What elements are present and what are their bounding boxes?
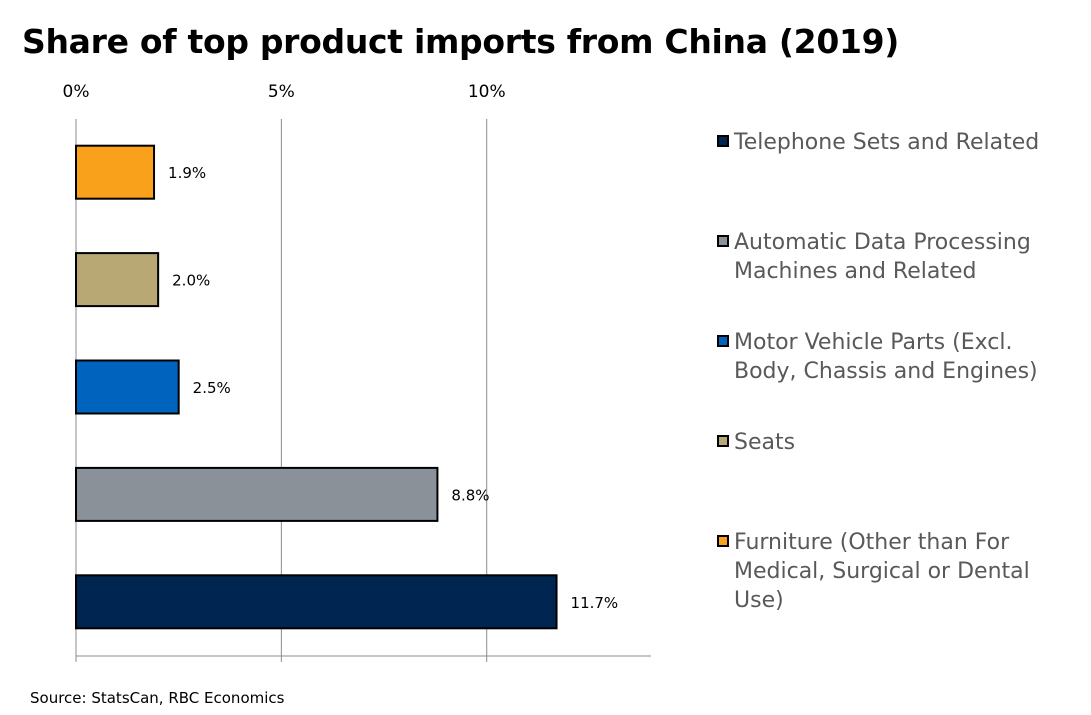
legend-swatch — [717, 235, 729, 247]
bars — [75, 144, 558, 630]
legend-swatch — [717, 335, 729, 347]
x-axis-ticks: 0% 5% 10% — [63, 82, 506, 102]
legend-item-data-processing: Automatic Data Processing Machines and R… — [717, 228, 1064, 286]
data-label: 2.0% — [172, 272, 210, 290]
chart-title: Share of top product imports from China … — [22, 22, 900, 61]
bar — [75, 144, 156, 200]
legend-item-seats: Seats — [717, 428, 1064, 457]
legend-item-telephone-sets: Telephone Sets and Related — [717, 128, 1064, 157]
source-note: Source: StatsCan, RBC Economics — [30, 689, 285, 707]
bar — [75, 252, 160, 308]
legend-swatch — [717, 535, 729, 547]
x-tick-label: 0% — [63, 82, 90, 102]
data-label: 2.5% — [193, 379, 231, 397]
legend-item-motor-vehicle-parts: Motor Vehicle Parts (Excl. Body, Chassis… — [717, 328, 1064, 386]
x-tick-label: 5% — [268, 82, 295, 102]
data-label: 8.8% — [451, 486, 489, 504]
legend-label: Seats — [734, 430, 796, 455]
bar — [75, 466, 439, 522]
legend-label: Furniture (Other than For Medical, Surgi… — [734, 530, 1030, 613]
legend-label: Motor Vehicle Parts (Excl. Body, Chassis… — [734, 330, 1038, 384]
legend-swatch — [717, 435, 729, 447]
data-label: 11.7% — [571, 594, 619, 612]
x-tick-label: 10% — [468, 82, 506, 102]
gridlines — [75, 119, 651, 662]
legend-label: Automatic Data Processing Machines and R… — [734, 230, 1031, 284]
bar — [75, 359, 180, 415]
data-labels: 11.7% 8.8% 2.5% 2.0% 1.9% — [168, 164, 618, 612]
legend-swatch — [717, 135, 729, 147]
legend-label: Telephone Sets and Related — [734, 130, 1040, 155]
legend-item-furniture: Furniture (Other than For Medical, Surgi… — [717, 528, 1064, 615]
bar — [75, 574, 558, 630]
data-label: 1.9% — [168, 164, 206, 182]
